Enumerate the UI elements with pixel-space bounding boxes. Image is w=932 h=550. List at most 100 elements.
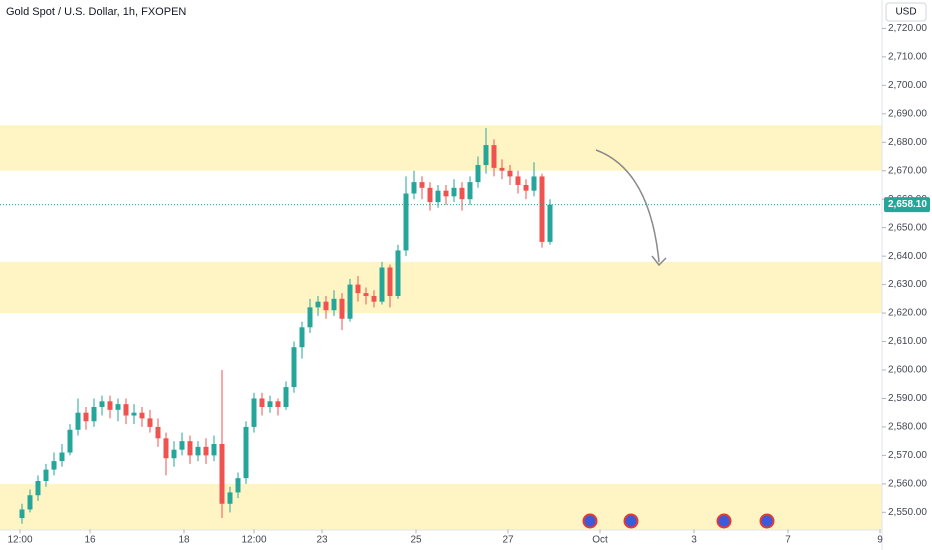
candle-body: [283, 387, 289, 407]
candle-body: [451, 187, 457, 197]
candle-body: [227, 492, 233, 504]
candle-body: [155, 426, 161, 439]
candle-body: [459, 187, 465, 200]
candle-body: [75, 412, 81, 430]
candle-body: [411, 182, 417, 194]
candle-body: [139, 412, 145, 419]
currency-button[interactable]: [885, 2, 927, 22]
candle-body: [491, 145, 497, 168]
y-tick-label: 2,620.00: [888, 308, 927, 319]
event-icons: [582, 513, 775, 529]
candle-body: [51, 461, 57, 470]
x-tick-label: 12:00: [7, 535, 32, 546]
candle-body: [523, 184, 529, 191]
candle-body: [203, 446, 209, 456]
candle-body: [179, 441, 185, 450]
candle-body: [123, 404, 129, 416]
candle-body: [115, 404, 121, 410]
candle-body: [27, 495, 33, 510]
candle-body: [483, 145, 489, 166]
y-tick-label: 2,610.00: [888, 336, 927, 347]
candle-body: [35, 481, 41, 496]
candle-body: [171, 449, 177, 459]
candle-body: [531, 176, 537, 191]
candle-body: [275, 401, 281, 407]
candle-body: [99, 401, 105, 407]
event-icon: [623, 513, 639, 529]
x-tick-label: 16: [84, 535, 96, 546]
candle-body: [435, 190, 441, 203]
candle-body: [163, 438, 169, 459]
x-tick-label: 18: [178, 535, 190, 546]
x-tick-label: 23: [316, 535, 328, 546]
chart-title: Gold Spot / U.S. Dollar, 1h, FXOPEN: [6, 6, 186, 18]
candle-body: [467, 182, 473, 200]
candle-body: [363, 293, 369, 296]
candle-body: [547, 204, 553, 242]
x-tick-label: 9: [877, 535, 883, 546]
candle-body: [43, 469, 49, 482]
last-price-badge: [884, 197, 930, 213]
candle-body: [291, 347, 297, 388]
zones: [0, 125, 882, 530]
candle-body: [419, 182, 425, 188]
candle-body: [539, 176, 545, 242]
candle-body: [267, 401, 273, 407]
candle-body: [307, 307, 313, 328]
candle-body: [499, 167, 505, 171]
arrow-head: [651, 255, 667, 267]
y-tick-label: 2,690.00: [888, 108, 927, 119]
y-tick-label: 2,580.00: [888, 422, 927, 433]
candle-body: [251, 398, 257, 427]
candle-body: [299, 327, 305, 348]
candle-body: [475, 165, 481, 183]
candle-body: [19, 509, 25, 519]
candle-body: [91, 406, 97, 422]
y-tick-label: 2,720.00: [888, 23, 927, 34]
candle-body: [403, 193, 409, 251]
candle-body: [427, 187, 433, 203]
candle-body: [259, 398, 265, 407]
zone: [0, 125, 882, 171]
candle-body: [147, 418, 153, 427]
y-tick-label: 2,600.00: [888, 365, 927, 376]
candle-body: [187, 441, 193, 456]
candle-body: [107, 401, 113, 410]
y-tick-label: 2,550.00: [888, 507, 927, 518]
x-tick-label: 7: [785, 535, 791, 546]
candle-body: [67, 429, 73, 453]
y-tick-label: 2,560.00: [888, 478, 927, 489]
candle-body: [507, 170, 513, 177]
x-tick-label: Oct: [592, 535, 608, 546]
candle-body: [83, 412, 89, 422]
y-tick-label: 2,670.00: [888, 165, 927, 176]
y-tick-label: 2,570.00: [888, 450, 927, 461]
candle-body: [59, 452, 65, 462]
candle-body: [379, 267, 385, 302]
x-tick-label: 25: [410, 535, 422, 546]
candle-body: [323, 301, 329, 311]
candle-body: [211, 444, 217, 456]
event-icon: [759, 513, 775, 529]
y-tick-label: 2,680.00: [888, 137, 927, 148]
zone: [0, 261, 882, 314]
candle-body: [195, 446, 201, 456]
y-tick-label: 2,710.00: [888, 52, 927, 63]
y-tick-label: 2,630.00: [888, 279, 927, 290]
currency-label[interactable]: USD: [895, 7, 916, 18]
candles: [19, 128, 553, 524]
x-tick-label: 12:00: [241, 535, 266, 546]
candle-body: [371, 295, 377, 302]
candle-body: [347, 284, 353, 319]
y-tick-label: 2,650.00: [888, 222, 927, 233]
y-tick-label: 2,700.00: [888, 80, 927, 91]
event-icon: [716, 513, 732, 529]
candle-body: [243, 426, 249, 479]
event-icon: [582, 513, 598, 529]
y-tick-label: 2,640.00: [888, 251, 927, 262]
candle-body: [443, 190, 449, 197]
candle-body: [219, 444, 225, 504]
candle-body: [387, 267, 393, 296]
last-price-label: 2,658.10: [888, 199, 927, 210]
